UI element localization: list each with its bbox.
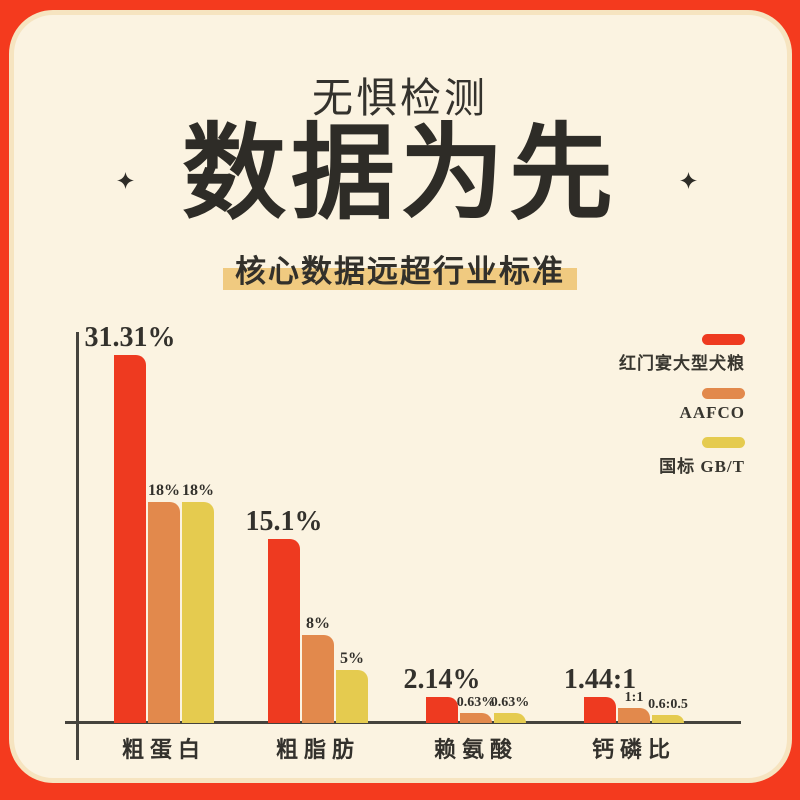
bar [584, 697, 616, 723]
legend-swatch [702, 437, 745, 448]
category-label: 粗脂肪 [275, 737, 361, 762]
category-label: 赖氨酸 [433, 737, 519, 762]
chart-legend: 红门宴大型犬粮 AAFCO 国标 GB/T [619, 334, 745, 477]
legend-item: 红门宴大型犬粮 [619, 334, 745, 374]
bar [652, 715, 684, 723]
bar-value-label: 15.1% [245, 506, 323, 537]
subtitle-highlight-bar [223, 268, 577, 290]
bar-value-label: 1.44:1 [563, 664, 637, 695]
subtitle-text: 核心数据远超行业标准 [235, 254, 565, 289]
legend-swatch [702, 334, 745, 345]
bar-value-label: 31.31% [84, 322, 176, 353]
legend-item: 国标 GB/T [659, 437, 745, 477]
category-label: 粗蛋白 [121, 737, 207, 762]
sparkle-icon [117, 172, 134, 189]
bar [336, 670, 368, 723]
category-label: 钙磷比 [591, 737, 677, 762]
bar [302, 635, 334, 723]
bar [182, 502, 214, 723]
bar [494, 713, 526, 723]
y-axis-line [76, 332, 79, 760]
bar-value-label: 1:1 [624, 690, 644, 705]
bar-value-label: 0.63% [490, 695, 530, 710]
bar-value-label: 18% [182, 482, 214, 499]
subtitle-banner: 核心数据远超行业标准 [223, 246, 577, 291]
x-axis-line [65, 721, 741, 724]
bar-value-label: 18% [148, 482, 180, 499]
bar [268, 539, 300, 723]
bar-value-label: 0.6:0.5 [648, 697, 688, 712]
bar [618, 708, 650, 723]
legend-swatch [702, 388, 745, 399]
legend-label: 红门宴大型犬粮 [619, 354, 745, 373]
legend-label: AAFCO [679, 403, 745, 422]
bar [426, 697, 458, 723]
sparkle-icon [680, 172, 697, 189]
bar-value-label: 5% [340, 650, 364, 667]
bar [114, 355, 146, 723]
bar-value-label: 8% [306, 615, 330, 632]
bar [460, 713, 492, 723]
page-title: 数据为先 [181, 116, 618, 232]
legend-label: 国标 GB/T [659, 457, 745, 476]
bar-value-label: 0.63% [456, 695, 496, 710]
bar-value-label: 2.14% [403, 664, 481, 695]
kicker-title: 无惧检测 [312, 75, 488, 121]
bar [148, 502, 180, 723]
legend-item: AAFCO [680, 388, 745, 423]
